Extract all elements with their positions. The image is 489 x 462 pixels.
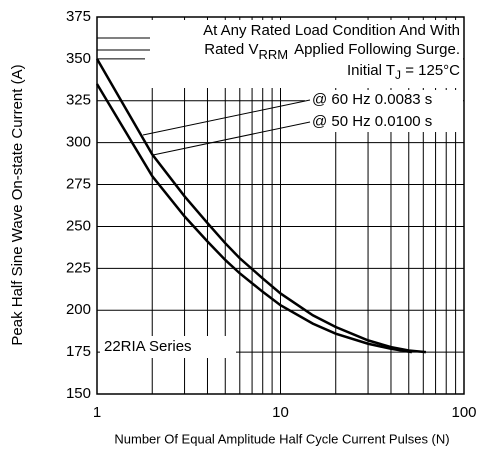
series-line — [95, 58, 427, 354]
note-part: Rated V — [204, 41, 258, 58]
note-box — [145, 20, 463, 88]
legend-label: @ 60 Hz 0.0083 s — [312, 91, 432, 108]
leader-line — [152, 121, 311, 156]
y-tick-label: 375 — [66, 8, 91, 25]
y-tick-label: 225 — [66, 259, 91, 276]
leader-line — [142, 99, 311, 136]
y-axis-label: Peak Half Sine Wave On-state Current (A) — [9, 64, 26, 345]
x-tick-label: 10 — [272, 404, 289, 421]
note: Initial TJ = 125°C — [347, 62, 460, 82]
y-tick-label: 175 — [66, 343, 91, 360]
series-line — [95, 83, 413, 354]
legend-label: @ 50 Hz 0.0100 s — [312, 113, 432, 130]
y-tick-label: 275 — [66, 176, 91, 193]
note-part: Initial T — [347, 62, 395, 79]
x-axis-label: Number Of Equal Amplitude Half Cycle Cur… — [114, 431, 449, 446]
note: Rated VRRM Applied Following Surge. — [204, 41, 460, 62]
plot-frame — [96, 16, 465, 395]
y-tick-label: 200 — [66, 301, 91, 318]
y-tick-label: 150 — [66, 385, 91, 402]
note-sub: RRM — [258, 47, 288, 62]
series-label: 22RIA Series — [104, 338, 192, 355]
y-tick-label: 325 — [66, 92, 91, 109]
series-label-box — [100, 336, 236, 358]
note: At Any Rated Load Condition And With — [203, 22, 460, 39]
note-part: = 125°C — [401, 62, 460, 79]
legend-box — [305, 90, 463, 132]
note-sub: J — [395, 68, 401, 82]
y-tick-label: 300 — [66, 134, 91, 151]
x-tick-label: 1 — [93, 404, 101, 421]
x-tick-label: 100 — [451, 404, 476, 421]
y-tick-label: 250 — [66, 217, 91, 234]
y-tick-label: 350 — [66, 50, 91, 67]
note-part: Applied Following Surge. — [294, 41, 460, 58]
